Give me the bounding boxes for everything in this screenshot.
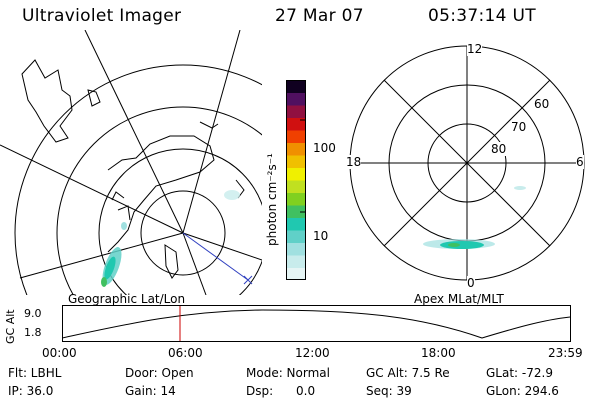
- gc-alt-xtick-1800: 18:00: [421, 346, 456, 360]
- geographic-map: [0, 30, 262, 295]
- colorbar-segment: [286, 192, 306, 206]
- gc-alt-xtick-2359: 23:59: [548, 346, 583, 360]
- colorbar-segment: [286, 142, 306, 156]
- colorbar-segment: [286, 267, 306, 280]
- colorbar-segment: [286, 155, 306, 168]
- mlt-label-18: 18: [346, 155, 362, 169]
- gc-alt-xtick-1200: 12:00: [295, 346, 330, 360]
- colorbar-segment: [286, 242, 306, 256]
- colorbar-segment: [286, 230, 306, 243]
- colorbar-segment: [286, 217, 306, 231]
- colorbar-segment: [286, 117, 306, 131]
- colorbar-segment: [286, 167, 306, 181]
- info-ip: IP: 36.0: [8, 384, 54, 398]
- lat-label-60: 60: [534, 97, 550, 111]
- info-seq: Seq: 39: [366, 384, 412, 398]
- colorbar-tick-10: 10: [313, 229, 329, 243]
- apex-panel-label: Apex MLat/MLT: [414, 292, 504, 306]
- mlt-label-0: 0: [467, 276, 475, 290]
- colorbar-tick-100: 100: [313, 141, 336, 155]
- aurora-emission-apex: [423, 186, 526, 249]
- colorbar-segment: [286, 180, 306, 193]
- gc-alt-plot: [62, 305, 571, 342]
- time-label: 05:37:14 UT: [428, 6, 536, 26]
- lat-label-80: 80: [491, 142, 507, 156]
- aurora-emission-geo: [101, 190, 240, 287]
- gc-alt-ylabel: GC Alt: [4, 309, 17, 344]
- app-title: Ultraviolet Imager: [22, 6, 182, 26]
- colorbar-segment: [286, 130, 306, 143]
- info-gc-alt: GC Alt: 7.5 Re: [366, 366, 450, 380]
- gc-alt-ytick-low: 1.8: [24, 326, 42, 339]
- colorbar: [286, 80, 306, 280]
- apex-polar-plot: [349, 45, 585, 281]
- gc-alt-ytick-high: 9.0: [24, 307, 42, 320]
- gc-alt-xtick-0600: 06:00: [168, 346, 203, 360]
- colorbar-segment: [286, 92, 306, 106]
- lat-label-70: 70: [511, 120, 527, 134]
- colorbar-segment: [286, 80, 306, 93]
- info-flt: Flt: LBHL: [8, 366, 62, 380]
- colorbar-segment: [286, 105, 306, 118]
- colorbar-segment: [286, 205, 306, 218]
- mlt-label-6: 6: [576, 155, 584, 169]
- mlt-label-12: 12: [467, 42, 483, 56]
- gc-alt-xtick-0000: 00:00: [42, 346, 77, 360]
- geographic-panel-label: Geographic Lat/Lon: [68, 292, 186, 306]
- date-label: 27 Mar 07: [275, 6, 364, 26]
- colorbar-border: [286, 80, 306, 280]
- colorbar-unit-label: photon cm⁻²s⁻¹: [265, 153, 279, 246]
- info-glon: GLon: 294.6: [486, 384, 559, 398]
- info-dsp: Dsp: 0.0: [246, 384, 316, 398]
- info-gain: Gain: 14: [125, 384, 176, 398]
- info-mode: Mode: Normal: [246, 366, 330, 380]
- info-door: Door: Open: [125, 366, 194, 380]
- info-glat: GLat: -72.9: [486, 366, 553, 380]
- colorbar-segment: [286, 255, 306, 268]
